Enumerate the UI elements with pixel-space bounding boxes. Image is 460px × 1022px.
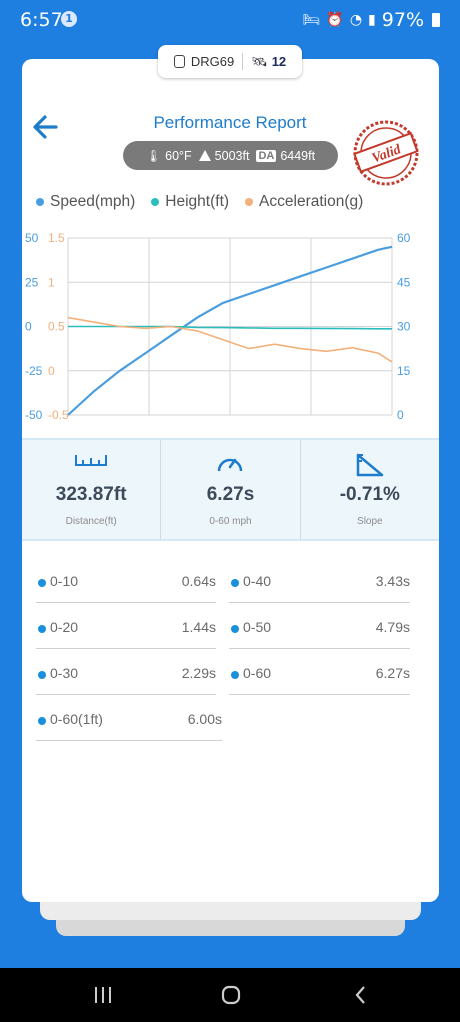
tick-label: -0.5 [48, 408, 69, 422]
tick-label: 30 [397, 320, 411, 334]
system-nav-bar [0, 968, 460, 1022]
tick-label: 0 [25, 320, 32, 334]
status-time: 6:57 [20, 9, 63, 31]
tick-label: 45 [397, 275, 411, 289]
bullet [38, 625, 46, 633]
back-arrow-icon[interactable] [30, 112, 60, 142]
legend-item-height[interactable]: Height(ft) [151, 193, 229, 211]
tick-label: -25 [25, 364, 43, 378]
back-icon[interactable] [352, 983, 370, 1007]
split-time: 2.29s [181, 665, 216, 681]
speedometer-icon [218, 458, 243, 472]
device-tag[interactable]: DRG69 🛰 12 [158, 45, 302, 78]
status-icons: 🛏 ⏰ ◔ ▮ 97% [303, 9, 440, 31]
wifi-icon: ◔ [349, 12, 363, 28]
split-row: 0-30 2.29s [36, 659, 216, 695]
tick-label: 1.5 [48, 231, 65, 245]
split-label: 0-60(1ft) [50, 711, 103, 727]
altitude: 5003ft [214, 148, 250, 163]
legend-item-acceleration[interactable]: Acceleration(g) [245, 193, 363, 211]
split-time: 4.79s [375, 619, 410, 635]
thermometer-icon: 🌡 [145, 148, 162, 163]
status-bar: 6:57 1 🛏 ⏰ ◔ ▮ 97% [0, 0, 460, 40]
stat-slope: -0.71% Slope [299, 440, 439, 539]
split-time: 6.00s [187, 711, 222, 727]
stat-0-60: 6.27s 0-60 mph [160, 440, 299, 539]
tick-label: 25 [25, 275, 39, 289]
battery-percent: 97% [381, 9, 424, 31]
split-row: 0-50 4.79s [229, 613, 410, 649]
series-line [67, 245, 393, 416]
bullet [38, 579, 46, 587]
split-time: 0.64s [181, 573, 216, 589]
zero-sixty-label: 0-60 mph [209, 516, 252, 527]
recent-apps-icon[interactable] [92, 983, 114, 1007]
legend-item-speed[interactable]: Speed(mph) [36, 193, 135, 211]
distance-value: 323.87ft [55, 484, 127, 505]
tick-label: 15 [397, 364, 411, 378]
split-row: 0-40 3.43s [229, 567, 410, 603]
distance-label: Distance(ft) [65, 516, 117, 527]
satellite-icon: 🛰 [251, 53, 268, 69]
da-badge: DA [256, 149, 277, 162]
bed-icon: 🛏 [302, 12, 321, 28]
conditions-pill: 🌡 60°F 5003ft DA 6449ft [123, 141, 338, 170]
split-row: 0-10 0.64s [36, 567, 216, 603]
tick-label: 1 [48, 275, 55, 289]
alarm-icon: ⏰ [326, 12, 344, 28]
page-title: Performance Report [153, 113, 307, 132]
split-time: 3.43s [375, 573, 410, 589]
split-row: 0-60(1ft) 6.00s [36, 705, 222, 741]
split-row: 0-20 1.44s [36, 613, 216, 649]
performance-chart: 50 25 0 -25 -50 1.5 1 0.5 0 -0.5 60 45 30 15 0 [25, 231, 411, 422]
split-time: 1.44s [181, 619, 216, 635]
tick-label: 0 [397, 408, 404, 422]
legend-label: Height(ft) [165, 193, 230, 210]
bullet [231, 625, 239, 633]
divider [242, 53, 244, 70]
signal-icon: ▮ [368, 12, 376, 28]
bullet [38, 717, 46, 725]
split-label: 0-10 [50, 573, 79, 589]
slope-label: Slope [357, 516, 383, 527]
zero-sixty-value: 6.27s [206, 484, 255, 505]
split-label: 0-60 [243, 665, 272, 681]
notification-badge: 1 [61, 11, 77, 27]
legend-dot [151, 198, 160, 206]
temperature: 60°F [165, 148, 192, 163]
split-row: 0-60 6.27s [229, 659, 410, 695]
tick-label: -50 [25, 408, 43, 422]
stats-strip: 323.87ft Distance(ft) 6.27s 0-60 mph -0.… [22, 438, 439, 541]
chart-legend: Speed(mph) Height(ft) Acceleration(g) [36, 193, 379, 211]
split-label: 0-40 [243, 573, 272, 589]
split-label: 0-50 [243, 619, 272, 635]
battery-icon [432, 13, 440, 27]
bullet [231, 671, 239, 679]
legend-label: Acceleration(g) [259, 193, 364, 210]
bullet [38, 671, 46, 679]
series-line [67, 316, 393, 363]
valid-stamp: Valid [353, 120, 419, 186]
slope-icon [356, 453, 384, 477]
split-time: 6.27s [375, 665, 410, 681]
split-label: 0-30 [50, 665, 79, 681]
altitude-icon [198, 150, 211, 161]
legend-dot [36, 198, 44, 206]
tick-label: 60 [397, 231, 411, 245]
tick-label: 50 [25, 231, 39, 245]
stat-distance: 323.87ft Distance(ft) [22, 440, 160, 539]
slope-value: -0.71% [339, 484, 400, 505]
density-altitude: 6449ft [280, 148, 316, 163]
legend-dot [245, 198, 254, 206]
device-name: DRG69 [190, 54, 235, 69]
device-icon [173, 55, 185, 68]
legend-label: Speed(mph) [50, 193, 136, 210]
satellite-count: 12 [271, 54, 287, 69]
split-label: 0-20 [50, 619, 79, 635]
home-icon[interactable] [220, 983, 242, 1007]
tick-label: 0.5 [48, 320, 65, 334]
ruler-icon [75, 455, 108, 466]
tick-label: 0 [48, 364, 55, 378]
bullet [231, 579, 239, 587]
